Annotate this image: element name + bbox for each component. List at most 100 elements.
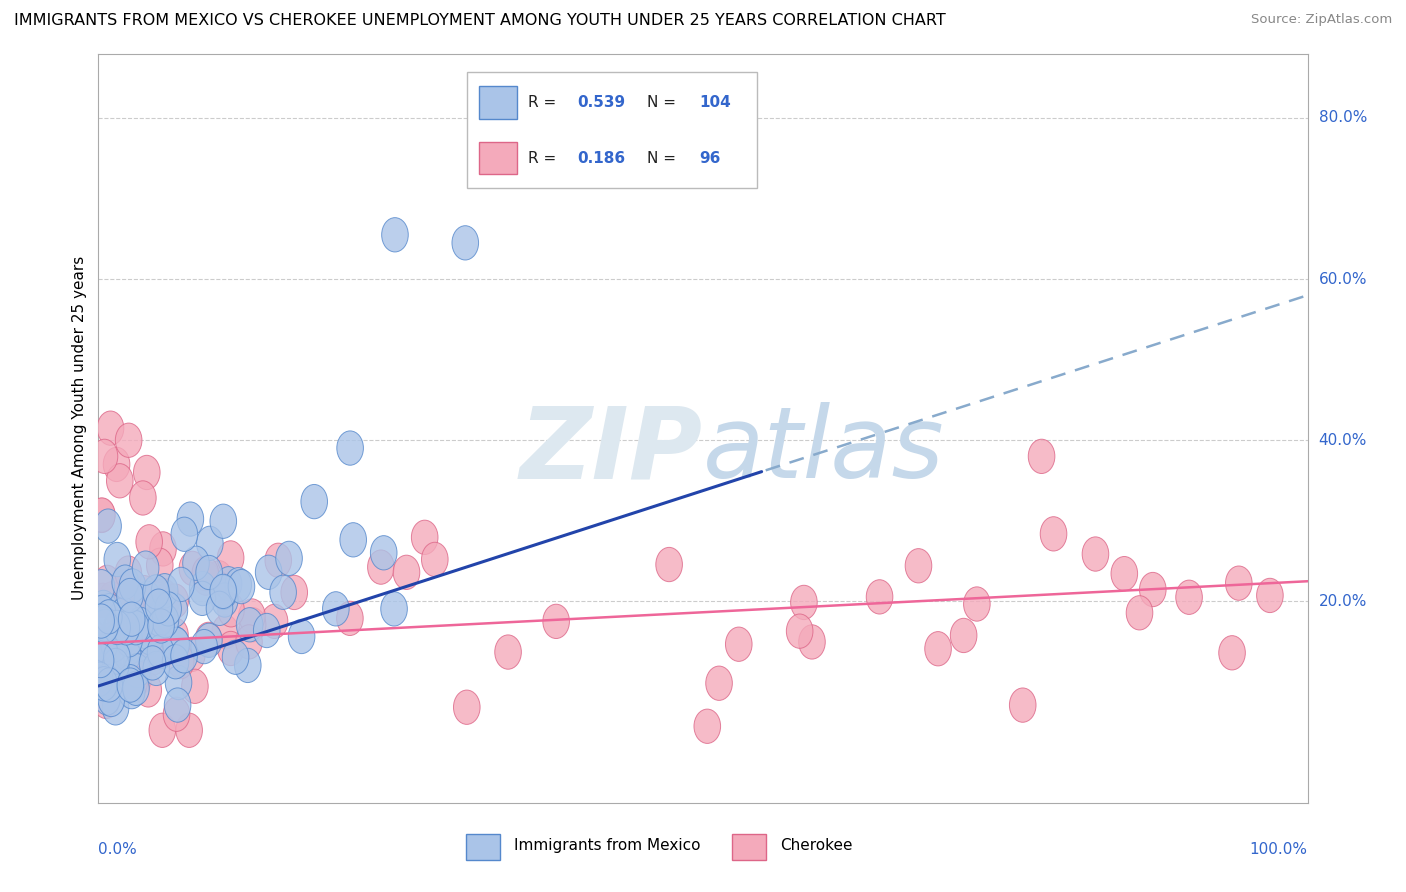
Ellipse shape: [132, 624, 159, 658]
Ellipse shape: [122, 671, 149, 706]
Ellipse shape: [112, 565, 139, 599]
Ellipse shape: [90, 644, 115, 678]
Ellipse shape: [125, 628, 152, 662]
Ellipse shape: [162, 584, 188, 618]
Ellipse shape: [117, 668, 143, 702]
Text: atlas: atlas: [703, 402, 945, 500]
Ellipse shape: [117, 665, 143, 698]
Ellipse shape: [1226, 566, 1253, 600]
Ellipse shape: [96, 593, 122, 628]
Ellipse shape: [236, 624, 263, 659]
Ellipse shape: [197, 526, 224, 560]
Ellipse shape: [134, 615, 160, 648]
Ellipse shape: [101, 628, 128, 662]
Ellipse shape: [103, 648, 129, 682]
Ellipse shape: [104, 640, 131, 674]
Ellipse shape: [695, 709, 721, 743]
Ellipse shape: [145, 589, 172, 624]
Text: 100.0%: 100.0%: [1250, 842, 1308, 856]
Ellipse shape: [136, 608, 163, 642]
Ellipse shape: [179, 637, 205, 672]
Ellipse shape: [195, 624, 222, 657]
Ellipse shape: [93, 684, 120, 719]
Ellipse shape: [122, 610, 149, 645]
Ellipse shape: [195, 556, 222, 590]
Ellipse shape: [149, 713, 176, 747]
Ellipse shape: [98, 582, 125, 616]
Ellipse shape: [211, 575, 238, 609]
Ellipse shape: [866, 580, 893, 614]
Ellipse shape: [96, 599, 122, 634]
Ellipse shape: [228, 569, 254, 604]
Ellipse shape: [96, 624, 121, 657]
Ellipse shape: [138, 627, 165, 661]
Ellipse shape: [107, 464, 134, 498]
Ellipse shape: [191, 630, 218, 664]
Ellipse shape: [172, 517, 198, 551]
Ellipse shape: [790, 585, 817, 620]
Ellipse shape: [86, 662, 112, 697]
Ellipse shape: [150, 579, 177, 613]
Ellipse shape: [136, 524, 163, 559]
Ellipse shape: [90, 591, 117, 624]
Ellipse shape: [89, 498, 115, 533]
Y-axis label: Unemployment Among Youth under 25 years: Unemployment Among Youth under 25 years: [72, 256, 87, 600]
Ellipse shape: [195, 623, 222, 657]
Ellipse shape: [103, 643, 129, 678]
Ellipse shape: [117, 578, 143, 613]
Ellipse shape: [170, 639, 197, 673]
Ellipse shape: [451, 226, 478, 260]
Ellipse shape: [786, 614, 813, 648]
Ellipse shape: [167, 567, 194, 601]
Ellipse shape: [163, 627, 190, 662]
Ellipse shape: [222, 640, 249, 674]
Ellipse shape: [100, 663, 127, 698]
Text: 0.0%: 0.0%: [98, 842, 138, 856]
Ellipse shape: [963, 587, 990, 621]
Ellipse shape: [94, 643, 121, 678]
Ellipse shape: [139, 646, 166, 680]
Text: Source: ZipAtlas.com: Source: ZipAtlas.com: [1251, 13, 1392, 27]
Ellipse shape: [1175, 580, 1202, 615]
Ellipse shape: [337, 431, 363, 466]
Text: ZIP: ZIP: [520, 402, 703, 500]
Ellipse shape: [218, 541, 243, 575]
Ellipse shape: [239, 599, 266, 633]
Ellipse shape: [209, 504, 236, 539]
Ellipse shape: [114, 632, 141, 666]
Ellipse shape: [183, 546, 209, 581]
Ellipse shape: [235, 648, 262, 682]
Ellipse shape: [120, 609, 146, 644]
Ellipse shape: [370, 535, 396, 570]
Ellipse shape: [239, 607, 266, 642]
Ellipse shape: [236, 607, 263, 642]
Ellipse shape: [209, 574, 236, 608]
Ellipse shape: [105, 597, 132, 631]
Ellipse shape: [94, 509, 121, 543]
Ellipse shape: [115, 623, 142, 657]
Ellipse shape: [148, 598, 174, 632]
Ellipse shape: [118, 602, 145, 636]
Ellipse shape: [162, 618, 188, 652]
Ellipse shape: [381, 218, 408, 252]
Ellipse shape: [131, 575, 157, 610]
Ellipse shape: [163, 697, 190, 731]
Ellipse shape: [166, 665, 191, 699]
Ellipse shape: [905, 549, 932, 583]
Ellipse shape: [87, 628, 114, 663]
Ellipse shape: [120, 569, 146, 603]
Ellipse shape: [127, 620, 153, 654]
Ellipse shape: [706, 666, 733, 700]
Ellipse shape: [1083, 537, 1109, 571]
Ellipse shape: [262, 604, 288, 639]
Ellipse shape: [176, 713, 202, 747]
Ellipse shape: [89, 499, 115, 533]
Ellipse shape: [141, 640, 167, 675]
Ellipse shape: [281, 575, 308, 609]
Ellipse shape: [253, 614, 280, 648]
Ellipse shape: [655, 548, 682, 582]
Ellipse shape: [218, 592, 245, 627]
Ellipse shape: [165, 688, 191, 723]
Ellipse shape: [193, 561, 219, 595]
Ellipse shape: [188, 582, 215, 615]
